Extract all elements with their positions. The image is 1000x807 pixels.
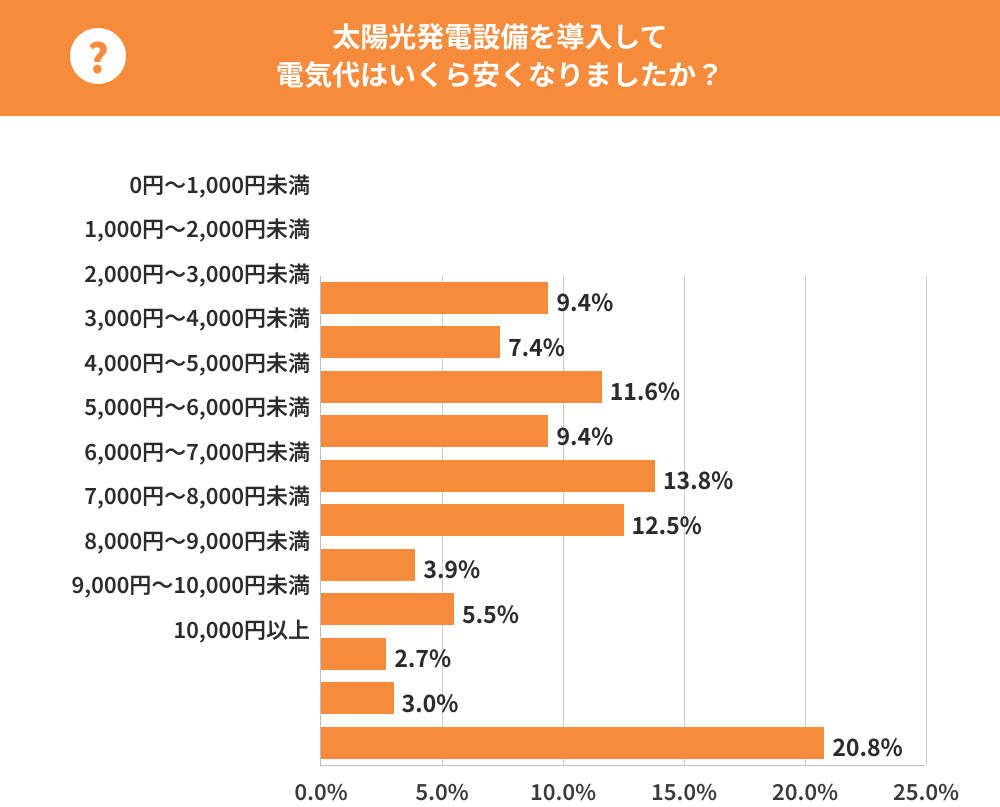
bar <box>321 460 655 492</box>
bar-value-label: 3.9% <box>423 551 480 585</box>
y-axis-category-label: 9,000円～10,000円未満 <box>71 568 310 600</box>
y-axis-category-label: 10,000円以上 <box>173 613 310 645</box>
x-axis-tick-label: 15.0% <box>651 775 717 807</box>
bar <box>321 326 500 358</box>
bar-value-label: 3.0% <box>402 685 459 719</box>
chart-title-line1: 太陽光発電設備を導入して <box>276 18 724 56</box>
bar <box>321 504 624 536</box>
y-axis-category-label: 5,000円～6,000円未満 <box>84 390 310 422</box>
y-axis-category-label: 3,000円～4,000円未満 <box>84 301 310 333</box>
bar <box>321 371 602 403</box>
x-axis-tick-label: 20.0% <box>772 775 838 807</box>
bar-value-label: 9.4% <box>556 418 613 452</box>
y-axis-category-label: 6,000円～7,000円未満 <box>84 435 310 467</box>
gridline <box>805 276 806 765</box>
bar <box>321 415 548 447</box>
bar-value-label: 11.6% <box>610 373 680 407</box>
bar-value-label: 7.4% <box>508 329 565 363</box>
bar <box>321 593 454 625</box>
y-axis-category-label: 1,000円～2,000円未満 <box>84 212 310 244</box>
x-axis-tick-label: 25.0% <box>893 775 959 807</box>
bar <box>321 727 824 759</box>
bar-value-label: 2.7% <box>394 640 451 674</box>
x-axis-tick-label: 5.0% <box>415 775 468 807</box>
gridline <box>926 276 927 765</box>
chart-header: ? 太陽光発電設備を導入して 電気代はいくら安くなりましたか？ <box>0 0 1000 116</box>
bar-value-label: 12.5% <box>632 507 702 541</box>
x-axis-tick-label: 10.0% <box>530 775 596 807</box>
question-mark-icon: ? <box>70 28 126 84</box>
y-axis-category-label: 2,000円～3,000円未満 <box>84 257 310 289</box>
question-mark-glyph: ? <box>87 27 108 85</box>
bar-value-label: 13.8% <box>663 462 733 496</box>
chart-title: 太陽光発電設備を導入して 電気代はいくら安くなりましたか？ <box>276 18 724 94</box>
bar <box>321 638 386 670</box>
bar-value-label: 9.4% <box>556 284 613 318</box>
bar <box>321 282 548 314</box>
y-axis-category-label: 8,000円～9,000円未満 <box>84 524 310 556</box>
plot-region: 0.0%5.0%10.0%15.0%20.0%25.0%9.4%7.4%11.6… <box>320 276 925 766</box>
chart-container: ? 太陽光発電設備を導入して 電気代はいくら安くなりましたか？ 0.0%5.0%… <box>0 0 1000 700</box>
bar-value-label: 5.5% <box>462 596 519 630</box>
y-axis-category-label: 0円～1,000円未満 <box>129 168 310 200</box>
chart-title-line2: 電気代はいくら安くなりましたか？ <box>276 56 724 94</box>
x-axis-tick-label: 0.0% <box>294 775 347 807</box>
bar-value-label: 20.8% <box>832 729 902 763</box>
y-axis-category-label: 7,000円～8,000円未満 <box>84 479 310 511</box>
bar <box>321 682 394 714</box>
bar <box>321 549 415 581</box>
y-axis-category-label: 4,000円～5,000円未満 <box>84 346 310 378</box>
